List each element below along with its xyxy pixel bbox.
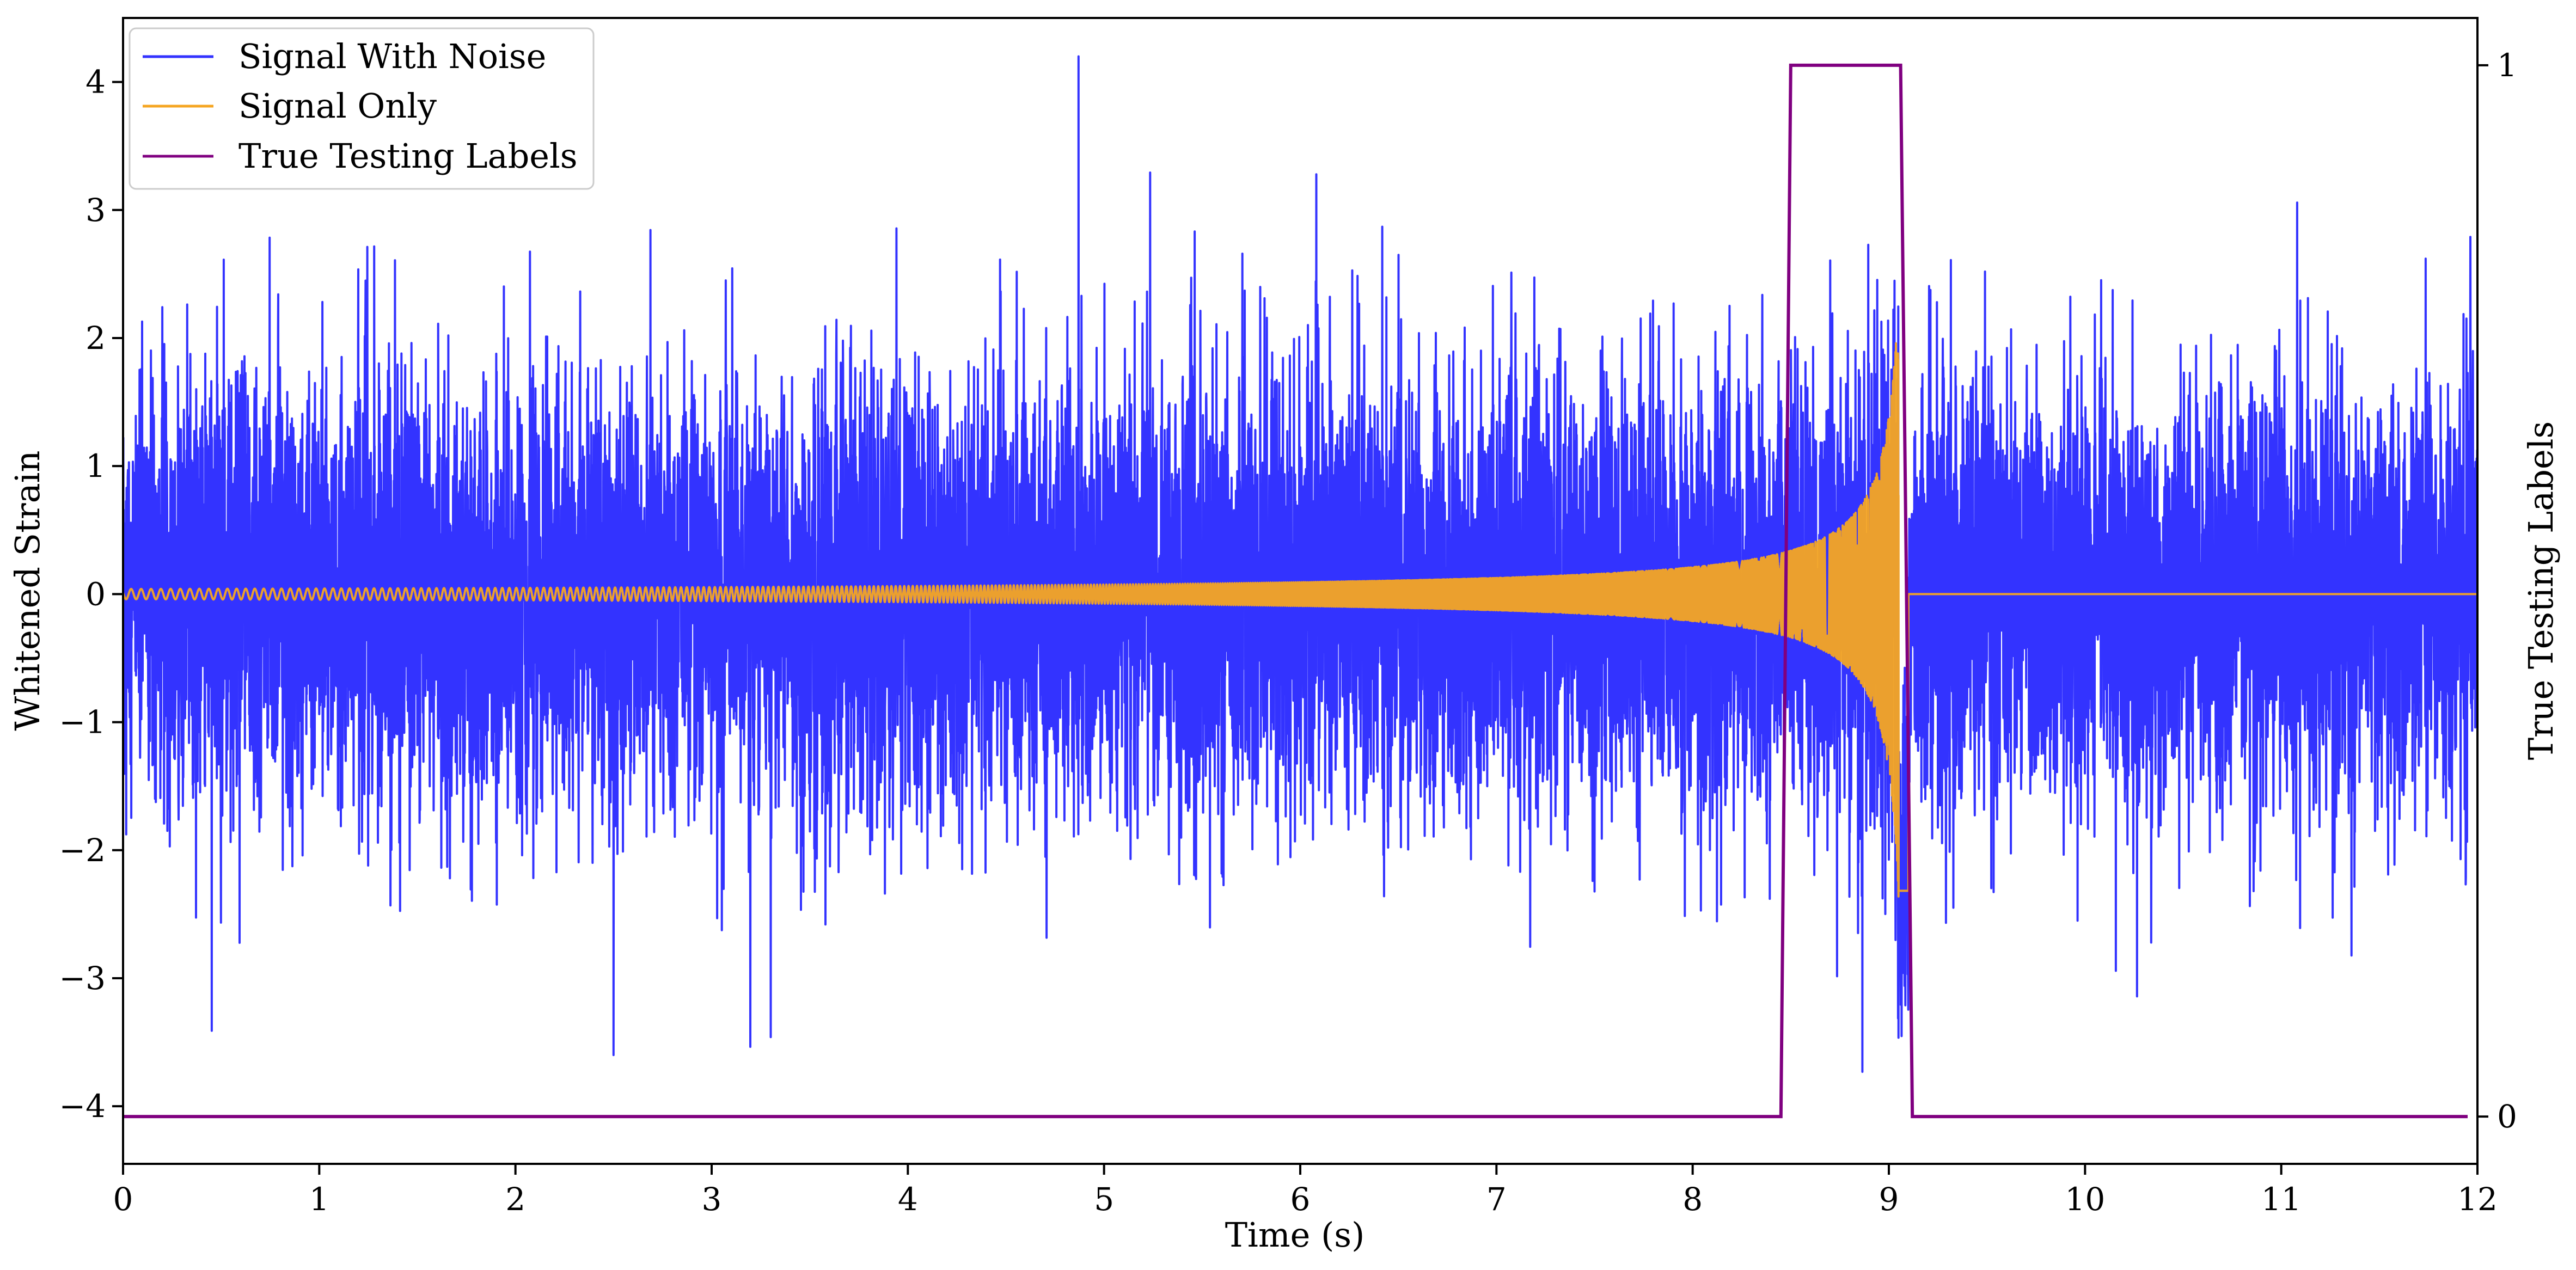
y-tick-label: 2 [85, 320, 106, 357]
x-tick-label: 11 [2261, 1181, 2302, 1218]
y-axis-label: Whitened Strain [8, 451, 47, 731]
series-signal-only-line [123, 342, 2477, 898]
legend: Signal With Noise Signal Only True Testi… [129, 27, 595, 190]
x-tick-label: 12 [2457, 1181, 2498, 1218]
x-tick-label: 5 [1094, 1181, 1114, 1218]
x-axis: 0 1 2 3 4 5 6 7 8 9 10 11 12 [113, 1164, 2498, 1218]
series-signal-with-noise-line [123, 55, 2477, 1073]
y2-tick-label: 0 [2497, 1098, 2517, 1135]
y-tick-label: 3 [85, 192, 106, 229]
plot-area [123, 55, 2477, 1119]
y-axis-left: −4 −3 −2 −1 0 1 2 3 4 [59, 64, 123, 1125]
y-tick-label: −3 [59, 960, 106, 997]
x-tick-label: 3 [702, 1181, 722, 1218]
y-tick-label: 1 [85, 447, 106, 484]
y-tick-label: 4 [85, 64, 106, 101]
y-tick-label: −2 [59, 832, 106, 869]
x-tick-label: 6 [1290, 1181, 1311, 1218]
series-true-testing-labels-line [123, 63, 2468, 1119]
y-axis-right: 01 [2477, 47, 2517, 1135]
x-tick-label: 7 [1486, 1181, 1507, 1218]
y-tick-label: −4 [59, 1088, 106, 1125]
x-tick-label: 0 [113, 1181, 133, 1218]
y-tick-label: 0 [85, 575, 106, 612]
x-axis-label: Time (s) [1225, 1215, 1365, 1255]
y-tick-label: −1 [59, 704, 106, 741]
y2-tick-label: 1 [2497, 47, 2517, 84]
y2-axis-label: True Testing Labels [2521, 421, 2561, 760]
x-tick-label: 2 [505, 1181, 525, 1218]
x-tick-label: 8 [1682, 1181, 1703, 1218]
x-tick-label: 9 [1879, 1181, 1899, 1218]
x-tick-label: 4 [898, 1181, 918, 1218]
legend-label-signal-with-noise: Signal With Noise [238, 36, 546, 76]
legend-label-signal-only: Signal Only [238, 86, 437, 126]
x-tick-label: 10 [2065, 1181, 2105, 1218]
x-tick-label: 1 [309, 1181, 329, 1218]
legend-label-true-testing-labels: True Testing Labels [238, 136, 578, 176]
legend-box [129, 27, 595, 190]
